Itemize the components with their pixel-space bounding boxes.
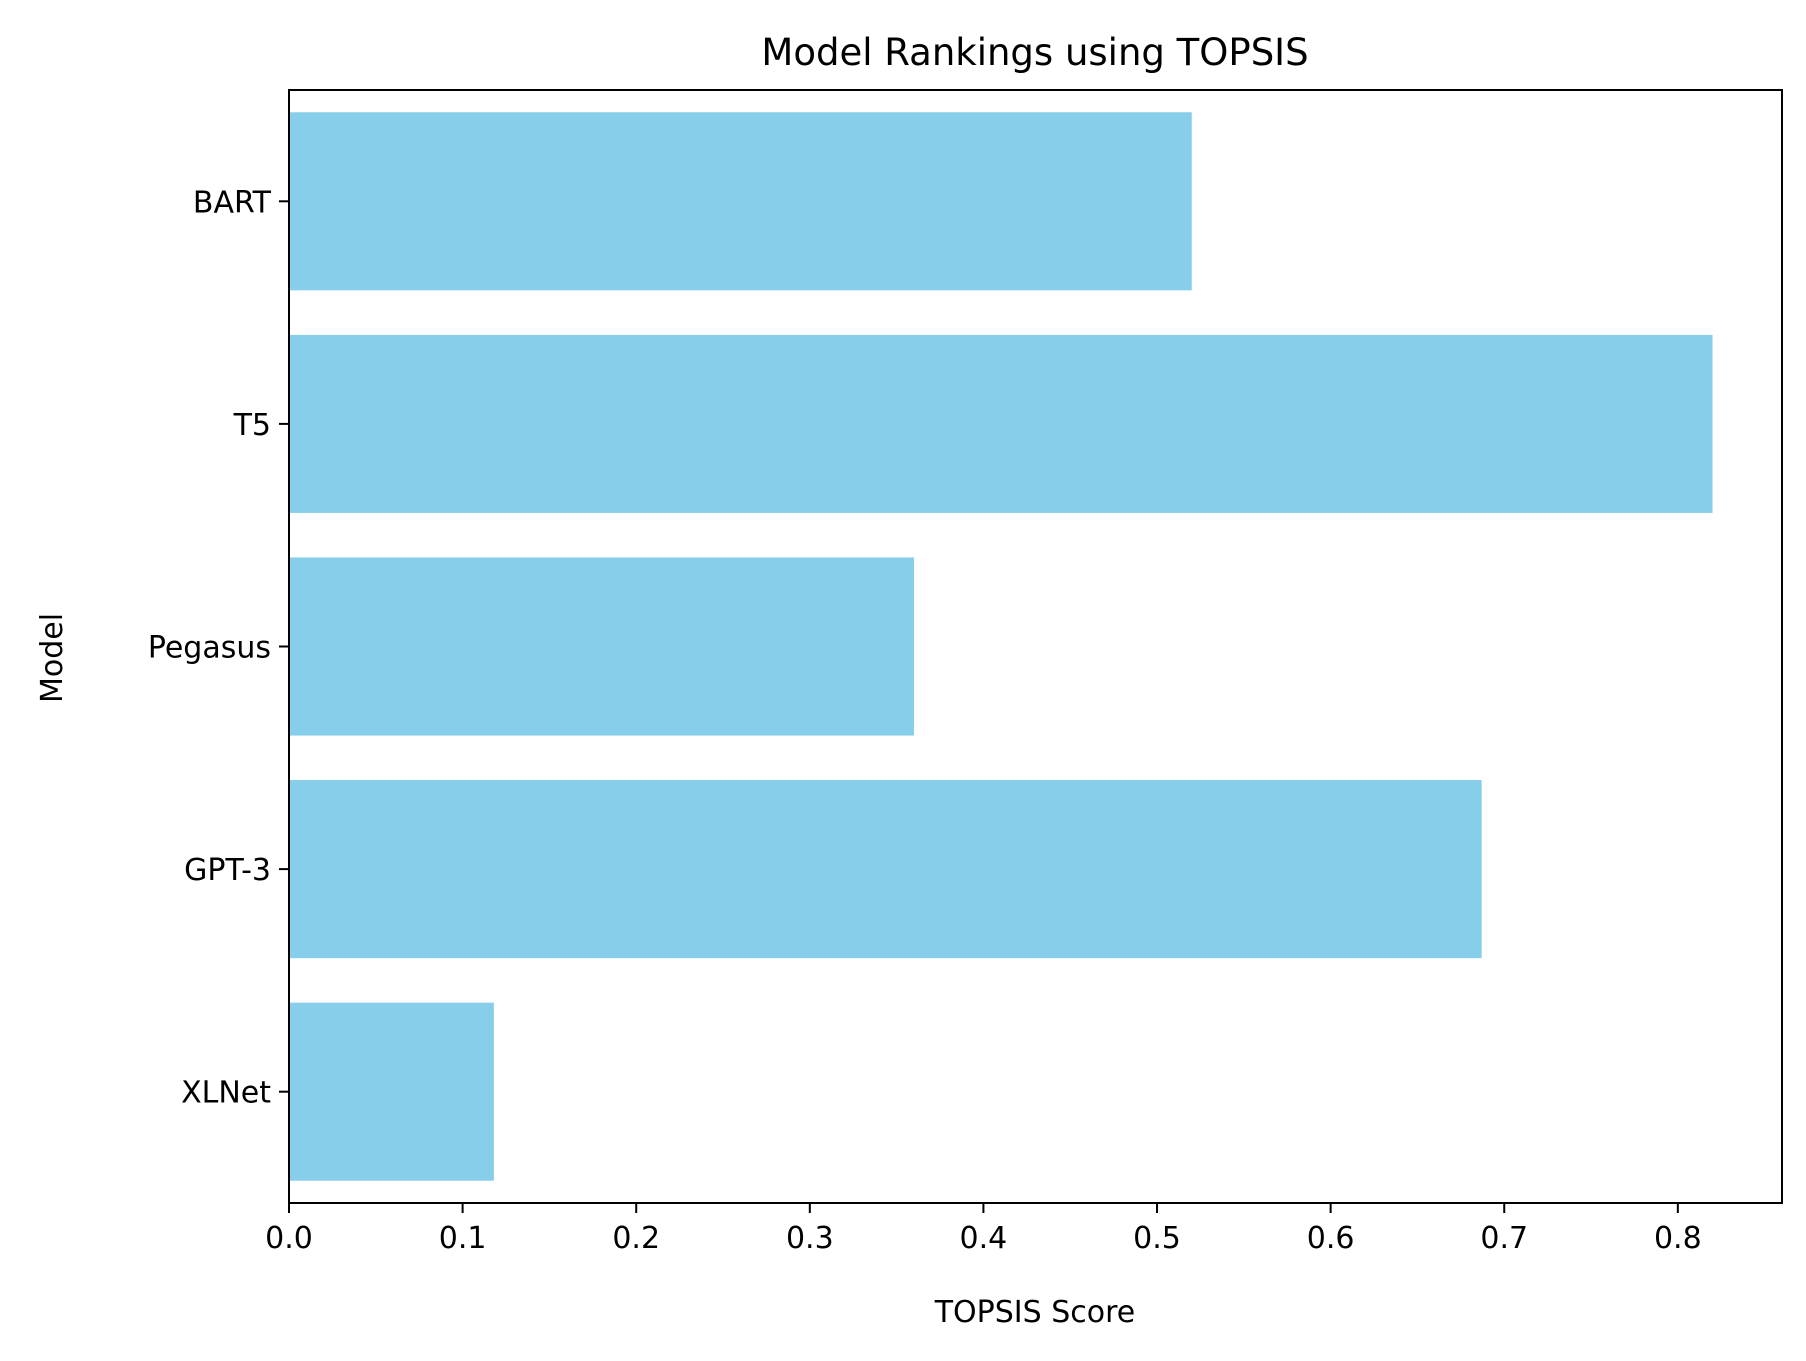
bar-xlnet — [289, 1002, 494, 1181]
x-tick-label: 0.4 — [960, 1221, 1008, 1256]
x-axis-label: TOPSIS Score — [934, 1295, 1136, 1330]
bar-t5 — [289, 334, 1713, 513]
y-tick-label: BART — [193, 185, 272, 220]
chart-title: Model Rankings using TOPSIS — [761, 31, 1308, 74]
bars-group — [289, 112, 1713, 1181]
bar-gpt-3 — [289, 780, 1482, 959]
x-tick-label: 0.1 — [439, 1221, 487, 1256]
x-tick-label: 0.7 — [1480, 1221, 1528, 1256]
x-tick-label: 0.2 — [612, 1221, 660, 1256]
x-tick-label: 0.3 — [786, 1221, 834, 1256]
x-tick-label: 0.5 — [1133, 1221, 1181, 1256]
x-axis: 0.0 0.1 0.2 0.3 0.4 0.5 0.6 0.7 0.8 — [265, 1203, 1702, 1256]
y-tick-label: GPT-3 — [184, 853, 271, 888]
bar-pegasus — [289, 557, 914, 736]
bar-bart — [289, 112, 1192, 291]
x-tick-label: 0.0 — [265, 1221, 313, 1256]
y-axis-label: Model — [35, 613, 70, 703]
plot-frame — [288, 89, 1783, 1204]
y-tick-label: T5 — [233, 408, 271, 443]
y-tick-label: XLNet — [181, 1076, 271, 1111]
y-tick-label: Pegasus — [148, 631, 271, 666]
x-tick-label: 0.8 — [1654, 1221, 1702, 1256]
x-tick-label: 0.6 — [1307, 1221, 1355, 1256]
y-axis: BART T5 Pegasus GPT-3 XLNet — [148, 185, 289, 1111]
